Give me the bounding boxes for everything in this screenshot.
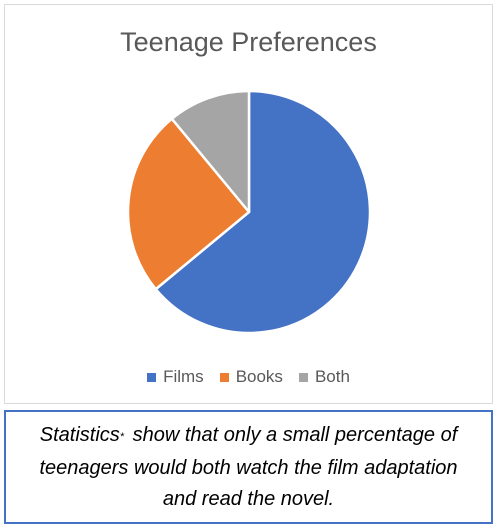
legend-item-films: Films [147, 367, 204, 387]
legend-label-books: Books [235, 367, 283, 386]
legend-swatch-films [147, 372, 157, 382]
chart-legend: Films Books Both [5, 367, 492, 387]
caption-text-end: show that only a small percentage of tee… [39, 423, 458, 510]
caption-box: Statistics* show that only a small perce… [4, 410, 493, 524]
legend-item-books: Books [219, 367, 283, 387]
caption-text-start: Statistics [39, 423, 120, 446]
legend-swatch-both [298, 372, 308, 382]
caption-text: Statistics* show that only a small perce… [6, 420, 491, 515]
chart-area: Teenage Preferences Films Books Both [4, 4, 493, 404]
legend-swatch-books [219, 372, 229, 382]
legend-label-both: Both [314, 367, 350, 386]
pie-slice-books [126, 117, 251, 291]
pie-slice-both [170, 89, 251, 214]
footnote-marker: * [119, 430, 125, 443]
pie-chart [126, 89, 372, 335]
chart-title: Teenage Preferences [120, 27, 377, 57]
legend-label-films: Films [163, 367, 204, 386]
legend-item-both: Both [298, 367, 350, 387]
pie-slice-films [154, 89, 372, 335]
